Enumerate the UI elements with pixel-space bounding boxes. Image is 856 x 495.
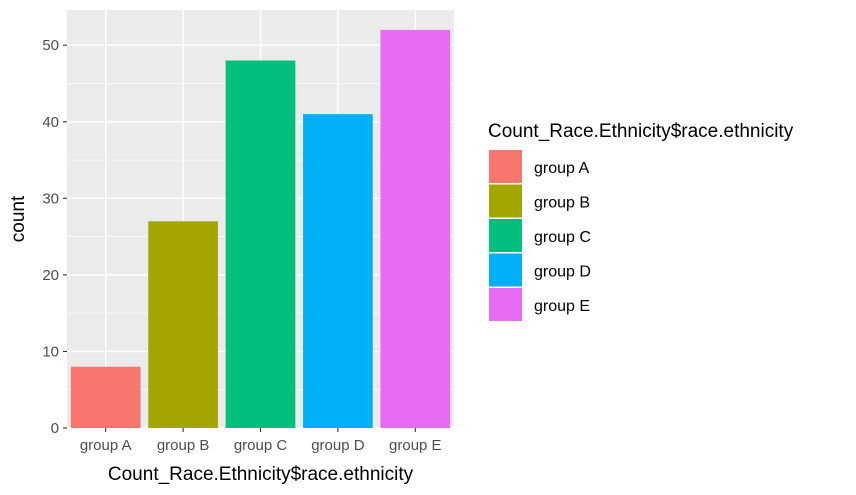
legend-key xyxy=(489,253,522,287)
legend-key xyxy=(489,219,522,252)
y-axis-title: count xyxy=(8,195,29,242)
legend-key xyxy=(489,184,522,218)
x-tick-label: group D xyxy=(311,437,365,454)
bars xyxy=(70,29,451,429)
y-tick-label: 50 xyxy=(42,37,59,54)
x-tick-label: group A xyxy=(80,437,132,454)
y-tick-label: 40 xyxy=(42,114,59,131)
legend: Count_Race.Ethnicity$race.ethnicity grou… xyxy=(488,121,794,321)
y-tick-label: 0 xyxy=(51,420,59,437)
legend-label: group C xyxy=(534,229,591,246)
legend-title: Count_Race.Ethnicity$race.ethnicity xyxy=(488,121,794,142)
y-axis-ticks: 0 10 20 30 40 50 xyxy=(42,37,67,437)
x-tick-label: group E xyxy=(389,437,442,454)
legend-label: group D xyxy=(534,264,591,281)
legend-key xyxy=(489,150,522,183)
bar-group-a xyxy=(70,366,141,428)
bar-group-e xyxy=(380,29,451,429)
bar-group-c xyxy=(225,60,296,429)
legend-label: group B xyxy=(534,195,590,212)
x-axis-title: Count_Race.Ethnicity$race.ethnicity xyxy=(108,464,414,485)
legend-key xyxy=(489,288,522,321)
legend-label: group A xyxy=(534,160,589,177)
x-tick-label: group C xyxy=(234,437,288,454)
legend-label: group E xyxy=(534,298,590,315)
y-tick-label: 10 xyxy=(42,343,59,360)
legend-items: group A group B group C group D group E xyxy=(489,150,591,321)
bar-group-b xyxy=(148,221,218,428)
y-tick-label: 20 xyxy=(42,267,59,284)
y-tick-label: 30 xyxy=(42,190,59,207)
x-tick-label: group B xyxy=(157,437,210,454)
bar-group-d xyxy=(303,114,373,428)
x-axis-ticks: group A group B group C group D group E xyxy=(80,428,442,454)
